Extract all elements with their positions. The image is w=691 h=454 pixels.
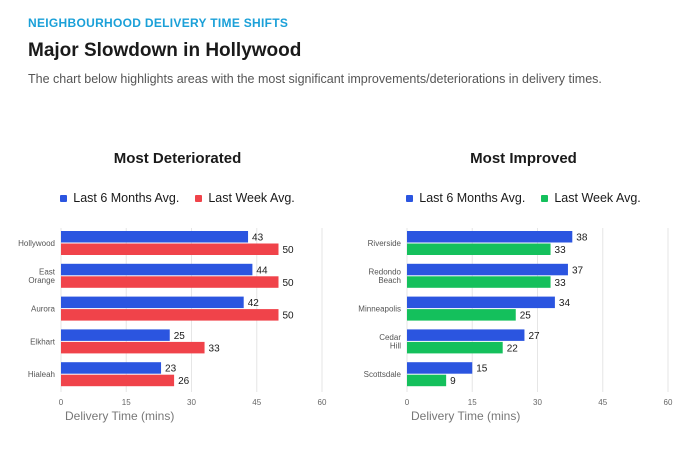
x-tick-label: 45 [252, 398, 261, 407]
x-tick-label: 15 [468, 398, 477, 407]
page-subtitle: The chart below highlights areas with th… [28, 72, 602, 86]
legend-label: Last Week Avg. [554, 191, 641, 205]
data-label: 50 [283, 278, 295, 289]
chart-title: Most Improved [470, 150, 577, 167]
data-label: 42 [248, 298, 260, 309]
data-label: 44 [256, 265, 268, 276]
bar [61, 276, 279, 288]
bar [61, 374, 175, 387]
legend-label: Last 6 Months Avg. [73, 191, 180, 205]
x-tick-label: 0 [59, 398, 64, 407]
bar [61, 309, 279, 321]
category-label: Cedar [379, 333, 401, 342]
data-label: 25 [174, 331, 186, 342]
bar [61, 243, 279, 255]
bar [407, 341, 503, 354]
bar [407, 243, 551, 255]
data-label: 37 [572, 265, 584, 276]
bar [407, 309, 516, 321]
bar [407, 296, 555, 309]
legend-swatch [195, 194, 203, 202]
x-tick-label: 30 [187, 398, 196, 407]
data-label: 50 [283, 245, 295, 256]
x-tick-label: 60 [318, 398, 327, 407]
bar [407, 263, 568, 276]
category-label: Hialeah [28, 370, 55, 379]
legend-item-last-6-months[interactable]: Last 6 Months Avg. [60, 191, 179, 205]
category-label: Riverside [368, 239, 402, 248]
data-label: 33 [555, 245, 567, 256]
bar [61, 231, 249, 243]
bar [61, 362, 162, 374]
category-label: East [39, 268, 56, 277]
legend-item-last-6-months[interactable]: Last 6 Months Avg. [406, 191, 525, 205]
bar [61, 263, 253, 276]
legend-item-last-week[interactable]: Last Week Avg. [195, 191, 295, 205]
category-label: Minneapolis [358, 305, 401, 314]
legend-label: Last Week Avg. [208, 191, 295, 205]
data-label: 38 [576, 233, 588, 244]
category-label: Hollywood [18, 239, 55, 248]
category-label: Orange [28, 276, 55, 285]
category-label: Hill [390, 342, 401, 351]
data-label: 43 [252, 233, 264, 244]
legend-label: Last 6 Months Avg. [419, 191, 526, 205]
bar [407, 362, 473, 374]
legend-swatch [406, 194, 414, 202]
data-label: 23 [165, 364, 177, 375]
x-axis-title: Delivery Time (mins) [411, 409, 520, 423]
bar [61, 341, 205, 354]
x-tick-label: 15 [122, 398, 131, 407]
category-label: Elkhart [30, 337, 56, 346]
bar [407, 374, 447, 387]
data-label: 22 [507, 343, 519, 354]
data-label: 34 [559, 298, 571, 309]
data-label: 9 [450, 376, 456, 387]
x-tick-label: 30 [533, 398, 542, 407]
legend-swatch [60, 194, 68, 202]
category-label: Redondo [369, 268, 402, 277]
page-title: Major Slowdown in Hollywood [28, 40, 302, 61]
legend-swatch [541, 194, 549, 202]
data-label: 26 [178, 376, 190, 387]
data-label: 25 [520, 311, 532, 322]
x-tick-label: 45 [598, 398, 607, 407]
x-tick-label: 60 [664, 398, 673, 407]
data-label: 15 [476, 364, 488, 375]
data-label: 27 [528, 331, 540, 342]
data-label: 50 [283, 311, 295, 322]
bar [61, 296, 244, 309]
x-tick-label: 0 [405, 398, 410, 407]
chart-title: Most Deteriorated [113, 150, 242, 167]
bar [61, 329, 170, 341]
eyebrow-label: NEIGHBOURHOOD DELIVERY TIME SHIFTS [28, 16, 289, 30]
category-label: Beach [378, 276, 401, 285]
data-label: 33 [209, 343, 221, 354]
bar [407, 231, 573, 243]
chart-legend: Last 6 Months Avg. Last Week Avg. [10, 191, 345, 205]
data-label: 33 [555, 278, 567, 289]
chart-panel-most-deteriorated: Most Deteriorated Last 6 Months Avg. Las… [0, 140, 345, 440]
chart-panel-most-improved: Most Improved Last 6 Months Avg. Last We… [346, 140, 691, 440]
bar [407, 329, 525, 341]
x-axis-title: Delivery Time (mins) [65, 409, 174, 423]
category-label: Aurora [31, 305, 56, 314]
chart-legend: Last 6 Months Avg. Last Week Avg. [356, 191, 691, 205]
legend-item-last-week[interactable]: Last Week Avg. [541, 191, 641, 205]
bar [407, 276, 551, 288]
category-label: Scottsdale [364, 370, 402, 379]
